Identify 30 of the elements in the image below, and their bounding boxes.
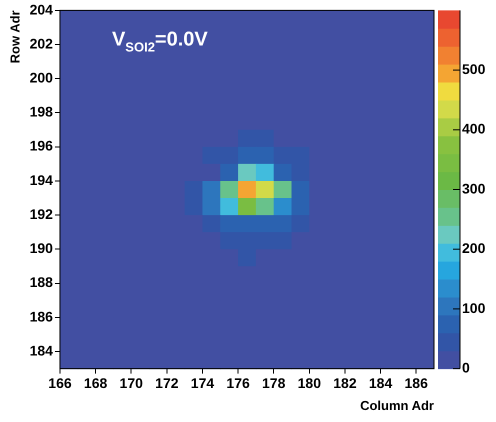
x-tick-label: 186 xyxy=(404,374,428,391)
x-tick-label: 174 xyxy=(190,374,214,391)
y-tick-label: 194 xyxy=(30,172,54,188)
color-bar-label: 100 xyxy=(462,300,486,316)
x-tick-label: 178 xyxy=(262,374,286,391)
y-tick-label: 188 xyxy=(30,274,54,290)
y-tick-label: 186 xyxy=(30,308,54,324)
color-bar-label: 500 xyxy=(462,60,486,77)
x-tick-label: 176 xyxy=(226,374,250,391)
x-axis-title: Column Adr xyxy=(360,398,434,413)
x-tick-label: 180 xyxy=(298,374,322,391)
color-bar-label: 0 xyxy=(462,359,470,376)
y-tick-label: 202 xyxy=(30,35,54,52)
y-tick-label: 196 xyxy=(30,138,54,154)
color-bar-label: 300 xyxy=(462,180,486,196)
y-tick-label: 190 xyxy=(30,240,54,256)
color-bar-label: 200 xyxy=(462,240,486,256)
y-tick-label: 192 xyxy=(30,206,54,222)
x-tick-label: 170 xyxy=(120,374,144,391)
color-bar-label: 400 xyxy=(462,120,486,137)
y-tick-label: 200 xyxy=(30,69,54,86)
x-tick-label: 168 xyxy=(84,374,108,391)
x-tick-label: 172 xyxy=(155,374,179,391)
y-tick-label: 184 xyxy=(30,342,54,358)
x-tick-label: 182 xyxy=(333,374,357,391)
x-tick-label: 184 xyxy=(368,374,392,391)
y-tick-label: 204 xyxy=(30,1,54,18)
y-axis-title: Row Adr xyxy=(7,10,22,64)
y-tick-label: 198 xyxy=(30,104,54,120)
x-tick-label: 166 xyxy=(48,374,72,391)
